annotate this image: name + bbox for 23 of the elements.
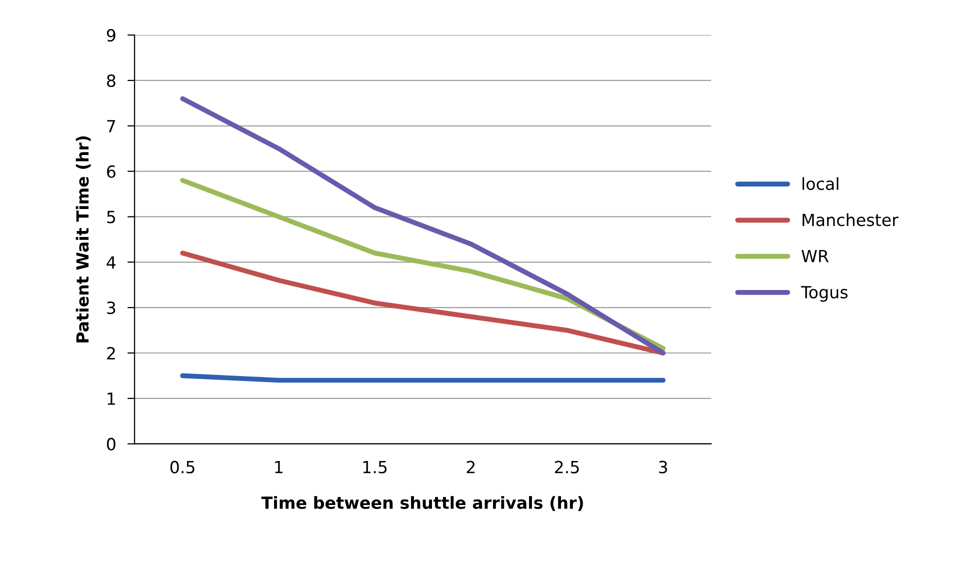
y-tick-label: 3 — [107, 302, 116, 314]
x-tick-label: 1 — [275, 461, 282, 474]
y-tick-label: 6 — [107, 165, 116, 178]
x-tick-label: 2 — [466, 460, 475, 474]
legend-label: WR — [802, 250, 829, 262]
y-axis-title: Patient Wait Time (hr) — [76, 136, 91, 342]
y-tick-label: 8 — [107, 74, 116, 88]
x-tick-label: 2.5 — [554, 460, 579, 474]
line-series — [180, 96, 666, 356]
x-tick-label: 1.5 — [363, 461, 387, 474]
y-tick-label: 5 — [107, 210, 116, 224]
x-axis-title: Time between shuttle arrivals (hr) — [261, 496, 583, 511]
legend-label: Togus — [800, 286, 848, 302]
y-tick-label: 0 — [106, 438, 116, 450]
y-tick-label: 9 — [106, 29, 116, 42]
x-tick-label: 0.5 — [170, 460, 194, 474]
y-tick-label: 7 — [107, 120, 116, 132]
x-tick-label: 3 — [659, 460, 668, 474]
legend-label: Manchester — [802, 213, 898, 226]
y-tick-label: 4 — [106, 256, 116, 268]
y-tick-label: 2 — [107, 346, 115, 360]
y-tick-label: 1 — [108, 392, 115, 405]
legend-label: local — [802, 177, 838, 190]
